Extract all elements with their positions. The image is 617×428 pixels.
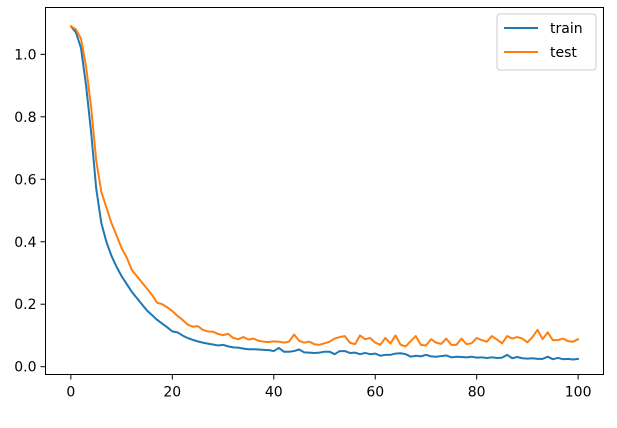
x-tick-label: 20: [163, 385, 181, 401]
y-tick-label: 0.6: [14, 172, 36, 188]
x-tick-label: 60: [366, 385, 384, 401]
series-line-train: [69, 25, 580, 361]
x-tick-label: 80: [468, 385, 486, 401]
x-tick-label: 0: [66, 385, 75, 401]
plot-frame: [45, 7, 604, 375]
x-tick-label: 40: [265, 385, 283, 401]
y-tick-label: 0.0: [14, 360, 36, 376]
legend-label-test: test: [550, 45, 577, 61]
legend-label-train: train: [550, 21, 583, 37]
y-tick-label: 0.2: [14, 297, 36, 313]
y-tick-label: 0.8: [14, 110, 36, 126]
y-tick-label: 0.4: [14, 235, 36, 251]
series-line-test: [69, 25, 580, 348]
series-layer: [69, 25, 580, 361]
legend: train test: [496, 13, 597, 71]
ticks-layer: 0 20 40 60 80 100 0.0 0.2 0.4 0.6 0.8 1.0: [14, 47, 591, 400]
x-tick-label: 100: [565, 385, 592, 401]
y-tick-label: 1.0: [14, 47, 36, 63]
